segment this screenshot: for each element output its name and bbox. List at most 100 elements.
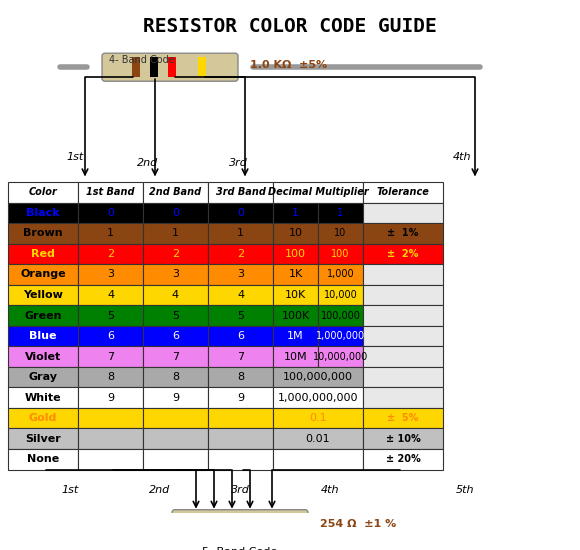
Text: 1st Band: 1st Band [86,188,135,197]
Text: Green: Green [24,311,61,321]
Bar [318,305,363,326]
Text: 100,000: 100,000 [321,311,360,321]
Bar [318,223,363,244]
Text: 1: 1 [292,208,299,218]
Bar [273,285,318,305]
Text: 0: 0 [237,208,244,218]
FancyBboxPatch shape [192,514,200,533]
Text: 10: 10 [335,228,347,238]
Text: 5: 5 [172,311,179,321]
Bar [78,367,143,387]
Bar [273,449,363,470]
Text: 8: 8 [172,372,179,382]
FancyBboxPatch shape [102,53,238,81]
Bar [273,367,363,387]
Bar [143,449,208,470]
Bar [363,285,443,305]
Bar [363,244,443,264]
Text: 0.1: 0.1 [309,413,327,423]
Text: 2nd Band: 2nd Band [150,188,202,197]
Text: 254 Ω  ±1 %: 254 Ω ±1 % [320,519,396,529]
Text: ±  2%: ± 2% [387,249,419,259]
Bar [208,387,273,408]
Bar [208,428,273,449]
Bar [273,326,318,346]
Text: 8: 8 [107,372,114,382]
Text: 9: 9 [237,393,244,403]
FancyBboxPatch shape [246,514,254,533]
FancyBboxPatch shape [132,57,140,78]
Text: White: White [25,393,61,403]
Bar [78,182,143,202]
Bar [78,428,143,449]
Bar [143,202,208,223]
Bar [143,285,208,305]
Text: 9: 9 [172,393,179,403]
Bar [8,264,78,285]
Text: 1,000,000: 1,000,000 [316,331,365,341]
Text: 2: 2 [107,249,114,259]
Text: 10K: 10K [285,290,306,300]
Bar [8,367,78,387]
Text: 4: 4 [107,290,114,300]
Text: 2nd: 2nd [150,485,171,495]
Text: 10: 10 [288,228,303,238]
Text: 10,000: 10,000 [324,290,357,300]
Text: RESISTOR COLOR CODE GUIDE: RESISTOR COLOR CODE GUIDE [143,16,437,36]
Text: 1.0 KΩ  ±5%: 1.0 KΩ ±5% [250,60,327,70]
Bar [8,346,78,367]
Text: Decimal Multiplier: Decimal Multiplier [268,188,368,197]
Bar [363,367,443,387]
Text: 4th: 4th [321,485,339,495]
FancyBboxPatch shape [172,510,308,538]
Bar [273,305,318,326]
Bar [78,305,143,326]
Bar [318,264,363,285]
Text: 4th: 4th [453,152,471,162]
Text: 7: 7 [172,351,179,361]
Bar [8,326,78,346]
Text: 100,000,000: 100,000,000 [283,372,353,382]
Bar [78,387,143,408]
Text: 5- Band Code: 5- Band Code [202,547,278,550]
Bar [363,202,443,223]
Bar [273,346,318,367]
Bar [273,223,318,244]
Bar [8,428,78,449]
Text: Red: Red [31,249,55,259]
Bar [143,182,208,202]
Bar [78,264,143,285]
Bar [208,305,273,326]
Text: ±  5%: ± 5% [387,413,419,423]
Bar [208,202,273,223]
Text: 6: 6 [237,331,244,341]
Bar [8,202,78,223]
Text: Gold: Gold [29,413,57,423]
Bar [208,264,273,285]
FancyBboxPatch shape [198,57,206,78]
Bar [143,428,208,449]
Bar [208,408,273,428]
Bar [78,326,143,346]
Bar [273,202,318,223]
Text: 3: 3 [172,270,179,279]
Bar [363,346,443,367]
Text: 4: 4 [237,290,244,300]
Text: 3: 3 [107,270,114,279]
Bar [143,346,208,367]
Text: 0: 0 [172,208,179,218]
Text: 6: 6 [172,331,179,341]
Bar [363,326,443,346]
Bar [273,428,363,449]
Text: 4- Band Code: 4- Band Code [109,56,175,65]
Text: Blue: Blue [29,331,57,341]
Text: 3rd: 3rd [229,158,248,168]
Bar [8,305,78,326]
Bar [78,285,143,305]
Text: Brown: Brown [23,228,63,238]
Text: Yellow: Yellow [23,290,63,300]
Bar [208,449,273,470]
Bar [8,244,78,264]
Text: 1: 1 [237,228,244,238]
Bar [78,346,143,367]
